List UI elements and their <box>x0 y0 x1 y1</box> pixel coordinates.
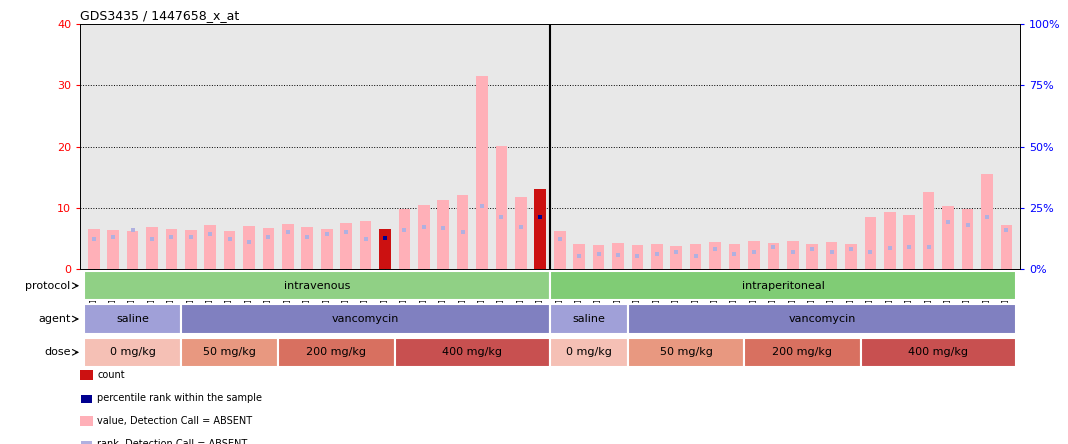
Bar <box>496 146 507 269</box>
Bar <box>244 226 255 269</box>
Bar <box>671 246 682 269</box>
Bar <box>185 230 197 269</box>
Bar <box>341 223 352 269</box>
Bar <box>301 227 313 269</box>
Bar <box>127 231 139 269</box>
Bar <box>981 174 993 269</box>
Text: rank, Detection Call = ABSENT: rank, Detection Call = ABSENT <box>97 440 248 444</box>
Bar <box>826 242 837 269</box>
Bar <box>182 305 550 333</box>
Bar <box>550 305 628 333</box>
Bar <box>379 229 391 269</box>
Text: saline: saline <box>572 314 606 324</box>
Bar <box>744 338 861 367</box>
Bar <box>961 209 973 269</box>
Bar <box>88 229 99 269</box>
Bar <box>438 200 449 269</box>
Bar <box>418 205 429 269</box>
Bar <box>263 228 274 269</box>
Bar <box>476 76 488 269</box>
Bar <box>457 195 469 269</box>
Bar <box>320 229 332 269</box>
Bar <box>787 241 799 269</box>
Bar <box>709 242 721 269</box>
Bar <box>923 192 934 269</box>
Bar <box>861 338 1016 367</box>
Text: 400 mg/kg: 400 mg/kg <box>442 347 502 357</box>
Text: 200 mg/kg: 200 mg/kg <box>307 347 366 357</box>
Bar <box>904 215 915 269</box>
Bar <box>574 244 585 269</box>
Bar <box>166 229 177 269</box>
Text: 0 mg/kg: 0 mg/kg <box>110 347 156 357</box>
Bar <box>84 305 182 333</box>
Bar <box>628 338 744 367</box>
Text: 50 mg/kg: 50 mg/kg <box>660 347 712 357</box>
Bar <box>690 244 702 269</box>
Bar <box>631 245 643 269</box>
Text: percentile rank within the sample: percentile rank within the sample <box>97 393 262 403</box>
Bar <box>865 217 876 269</box>
Bar <box>107 230 119 269</box>
Bar <box>534 192 546 269</box>
Bar <box>224 231 235 269</box>
Bar <box>84 271 550 300</box>
Bar <box>550 271 1016 300</box>
Text: agent: agent <box>38 314 70 324</box>
Text: 0 mg/kg: 0 mg/kg <box>566 347 612 357</box>
Bar <box>612 243 624 269</box>
Bar <box>651 244 662 269</box>
Text: intraperitoneal: intraperitoneal <box>741 281 824 291</box>
Text: 400 mg/kg: 400 mg/kg <box>909 347 969 357</box>
Bar <box>534 189 546 269</box>
Bar <box>806 244 818 269</box>
Bar <box>146 227 158 269</box>
Bar <box>554 231 566 269</box>
Bar <box>1001 225 1012 269</box>
Bar <box>278 338 395 367</box>
Bar <box>182 338 278 367</box>
Text: saline: saline <box>116 314 148 324</box>
Bar <box>398 209 410 269</box>
Bar <box>379 229 391 269</box>
Text: dose: dose <box>44 347 70 357</box>
Text: count: count <box>97 370 125 380</box>
Bar <box>768 243 780 269</box>
Text: GDS3435 / 1447658_x_at: GDS3435 / 1447658_x_at <box>80 9 239 22</box>
Bar <box>84 338 182 367</box>
Bar <box>593 246 604 269</box>
Bar <box>395 338 550 367</box>
Bar <box>884 213 896 269</box>
Text: vancomycin: vancomycin <box>788 314 855 324</box>
Text: protocol: protocol <box>26 281 70 291</box>
Bar <box>550 338 628 367</box>
Text: vancomycin: vancomycin <box>332 314 399 324</box>
Text: intravenous: intravenous <box>284 281 350 291</box>
Bar <box>748 241 759 269</box>
Text: 200 mg/kg: 200 mg/kg <box>772 347 832 357</box>
Text: 50 mg/kg: 50 mg/kg <box>203 347 256 357</box>
Bar <box>204 225 216 269</box>
Text: value, Detection Call = ABSENT: value, Detection Call = ABSENT <box>97 416 252 426</box>
Bar <box>845 244 857 269</box>
Bar <box>360 221 372 269</box>
Bar <box>515 197 527 269</box>
Bar <box>728 244 740 269</box>
Bar <box>942 206 954 269</box>
Bar <box>282 224 294 269</box>
Bar <box>628 305 1016 333</box>
